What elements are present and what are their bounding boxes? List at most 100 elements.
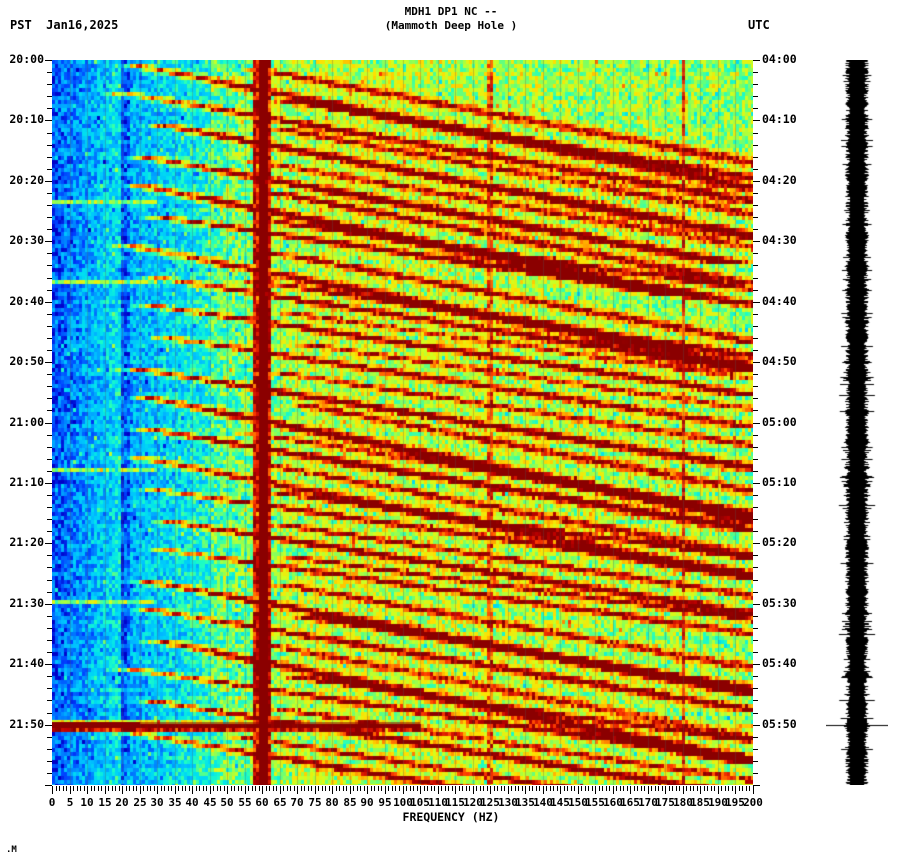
time-label-pst: 20:30 [9,233,44,247]
freq-tick-minor [406,786,407,791]
freq-tick-major [665,786,666,794]
time-tick-minor [47,265,52,266]
freq-label: 155 [585,796,605,809]
freq-label: 95 [378,796,392,809]
freq-tick-minor [679,786,680,791]
spectrogram-canvas[interactable] [52,60,753,785]
freq-tick-minor [189,786,190,791]
freq-tick-minor [609,786,610,791]
time-tick-minor [753,749,758,750]
freq-tick-minor [480,786,481,791]
freq-tick-major [385,786,386,794]
freq-tick-minor [259,786,260,791]
time-label-utc: 04:30 [762,233,797,247]
time-tick-major [45,785,52,786]
time-tick-minor [753,495,758,496]
time-label-pst: 21:00 [9,415,44,429]
freq-tick-minor [599,786,600,791]
freq-label: 90 [360,796,374,809]
time-tick-minor [47,278,52,279]
freq-label: 125 [480,796,500,809]
freq-label: 140 [533,796,553,809]
freq-label: 75 [308,796,322,809]
time-tick-minor [47,217,52,218]
time-tick-minor [47,435,52,436]
freq-tick-minor [161,786,162,791]
freq-tick-minor [248,786,249,791]
freq-tick-minor [290,786,291,791]
time-tick-major [753,423,760,424]
freq-tick-minor [168,786,169,791]
freq-tick-minor [623,786,624,791]
freq-tick-minor [546,786,547,791]
time-tick-minor [47,133,52,134]
time-tick-minor [47,374,52,375]
freq-tick-minor [339,786,340,791]
time-tick-minor [47,314,52,315]
freq-tick-minor [119,786,120,791]
time-tick-minor [47,398,52,399]
freq-tick-major [438,786,439,794]
freq-tick-minor [462,786,463,791]
freq-tick-minor [84,786,85,791]
freq-tick-minor [616,786,617,791]
freq-tick-minor [185,786,186,791]
freq-tick-minor [564,786,565,791]
time-tick-minor [47,169,52,170]
time-tick-minor [753,580,758,581]
freq-tick-minor [154,786,155,791]
freq-label: 200 [743,796,763,809]
freq-tick-minor [311,786,312,791]
time-tick-minor [47,652,52,653]
freq-tick-major [525,786,526,794]
freq-label: 15 [98,796,112,809]
freq-tick-minor [742,786,743,791]
time-tick-minor [47,350,52,351]
time-tick-minor [753,531,758,532]
time-tick-minor [753,169,758,170]
freq-tick-major [210,786,211,794]
corner-artifact-mark: .M [6,845,17,855]
time-tick-minor [753,350,758,351]
freq-tick-minor [388,786,389,791]
freq-tick-minor [234,786,235,791]
time-tick-minor [753,229,758,230]
freq-tick-major [543,786,544,794]
freq-label: 30 [150,796,164,809]
freq-tick-minor [360,786,361,791]
time-tick-minor [753,435,758,436]
time-tick-minor [753,253,758,254]
freq-tick-minor [637,786,638,791]
time-tick-minor [47,531,52,532]
freq-tick-minor [164,786,165,791]
time-label-utc: 05:30 [762,596,797,610]
time-tick-major [753,120,760,121]
freq-tick-minor [343,786,344,791]
frequency-axis-labels: 0 5 10 15 20 25 30 35 40 45 50 55 60 65 70 75 80 85 90 95 10… [0,796,902,812]
time-axis-right-ticks [753,60,760,786]
freq-tick-minor [171,786,172,791]
freq-tick-minor [494,786,495,791]
time-tick-minor [47,96,52,97]
time-tick-minor [753,628,758,629]
time-tick-minor [47,459,52,460]
freq-label: 145 [550,796,570,809]
time-axis-left-labels: 20:00 20:10 20:20 20:30 20:40 20:50 21:00 21:10… [0,53,44,786]
time-tick-minor [753,265,758,266]
freq-tick-minor [690,786,691,791]
time-tick-minor [47,157,52,158]
utc-label: UTC [748,18,770,32]
freq-tick-minor [346,786,347,791]
freq-label: 160 [603,796,623,809]
time-tick-major [45,725,52,726]
freq-tick-minor [336,786,337,791]
freq-tick-minor [658,786,659,791]
freq-tick-minor [476,786,477,791]
spectrogram-plot[interactable] [52,60,753,785]
time-tick-minor [753,205,758,206]
header-bar: PST Jan16,2025 MDH1 DP1 NC -- (Mammoth D… [0,0,902,52]
time-tick-minor [753,217,758,218]
freq-tick-minor [147,786,148,791]
freq-tick-minor [522,786,523,791]
time-tick-minor [753,398,758,399]
